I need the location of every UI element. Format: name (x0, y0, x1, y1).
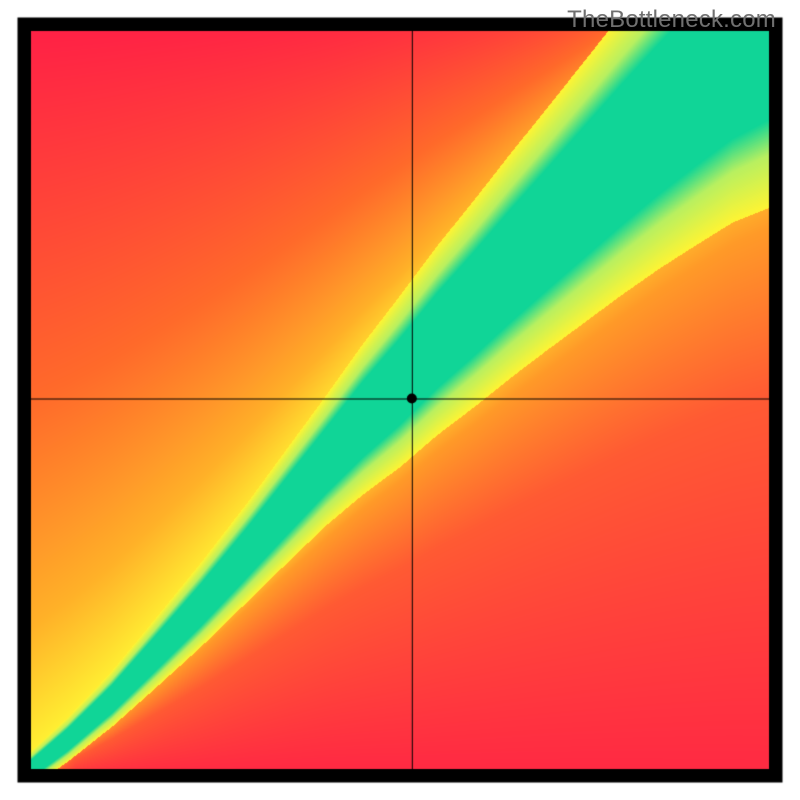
chart-container: TheBottleneck.com (0, 0, 800, 800)
bottleneck-heatmap (0, 0, 800, 800)
